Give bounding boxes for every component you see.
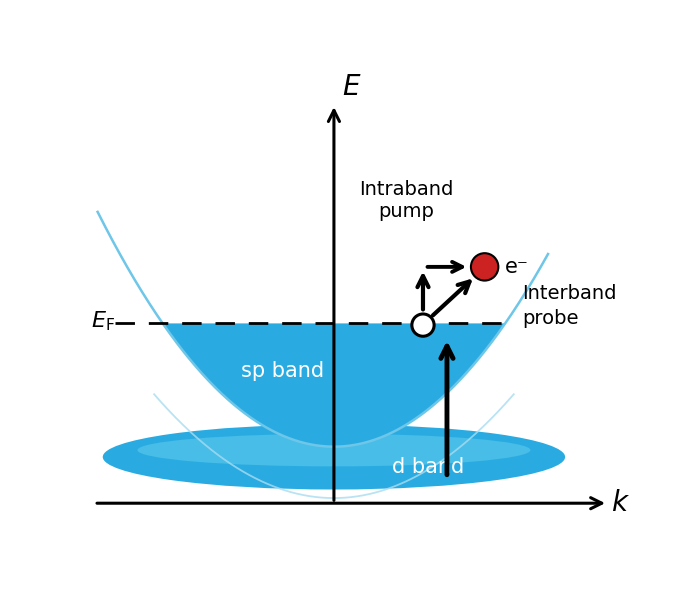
- Ellipse shape: [138, 434, 530, 466]
- Text: sp band: sp band: [241, 361, 324, 382]
- Text: d band: d band: [392, 457, 464, 477]
- Text: $E_\mathrm{F}$: $E_\mathrm{F}$: [90, 310, 115, 334]
- Text: $k$: $k$: [612, 490, 630, 517]
- Polygon shape: [162, 324, 505, 447]
- Text: Intraband
pump: Intraband pump: [359, 179, 453, 221]
- Text: e⁻: e⁻: [505, 257, 529, 277]
- Text: $E$: $E$: [342, 74, 362, 101]
- Text: Interband
probe: Interband probe: [522, 284, 616, 328]
- Ellipse shape: [103, 425, 565, 490]
- Circle shape: [412, 314, 434, 336]
- Circle shape: [471, 253, 499, 280]
